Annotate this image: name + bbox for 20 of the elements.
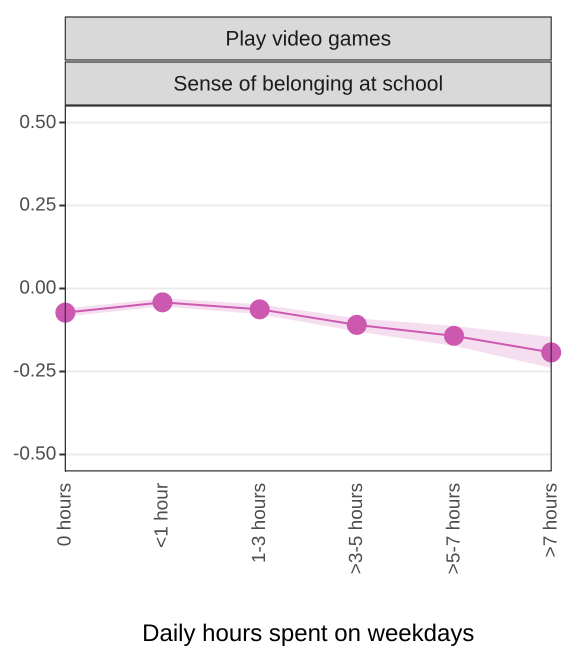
y-tick-label: 0.50 [19, 112, 56, 133]
point [444, 326, 464, 346]
point [152, 292, 172, 312]
y-tick-label: -0.25 [12, 360, 56, 382]
x-tick-label: <1 hour [152, 482, 173, 548]
y-tick-label: 0.25 [19, 194, 56, 216]
x-tick-label: 0 hours [54, 482, 76, 546]
x-tick-label: >5-7 hours [443, 482, 464, 574]
point [250, 299, 270, 320]
x-tick-label: 1-3 hours [248, 482, 270, 564]
y-tick-label: 0.00 [19, 278, 56, 299]
point [346, 314, 367, 335]
x-tick-label: >3-5 hours [346, 482, 368, 574]
chart-subtitle: Sense of belonging at school [173, 72, 444, 96]
x-tick-label: >7 hours [540, 482, 562, 558]
point [541, 342, 562, 362]
x-axis-title: Daily hours spent on weekdays [142, 620, 474, 648]
point [55, 302, 76, 323]
chart-title: Play video games [225, 27, 392, 50]
y-tick-label: -0.50 [12, 443, 56, 464]
